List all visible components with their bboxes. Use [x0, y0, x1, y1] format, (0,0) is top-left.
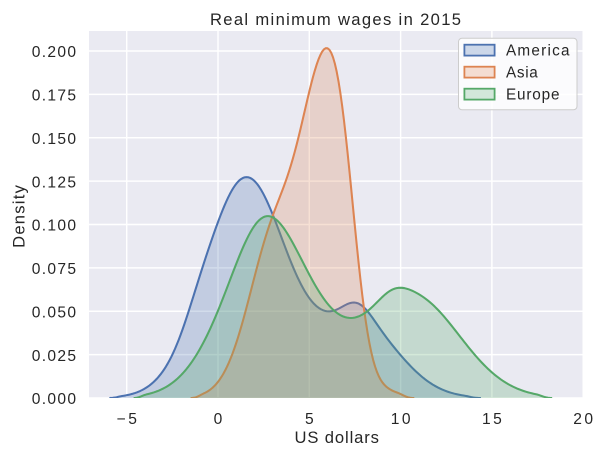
- svg-text:5: 5: [305, 411, 314, 428]
- svg-text:Europe: Europe: [506, 86, 560, 103]
- svg-text:0.075: 0.075: [32, 261, 77, 278]
- svg-text:0.150: 0.150: [32, 131, 77, 148]
- svg-text:0.200: 0.200: [32, 44, 77, 61]
- svg-text:America: America: [506, 42, 570, 59]
- svg-text:0.050: 0.050: [32, 304, 77, 321]
- svg-text:0.125: 0.125: [32, 174, 77, 191]
- svg-text:Asia: Asia: [506, 64, 538, 81]
- svg-text:0: 0: [214, 411, 223, 428]
- svg-text:US dollars: US dollars: [294, 428, 379, 447]
- svg-text:0.175: 0.175: [32, 88, 77, 105]
- svg-text:0.025: 0.025: [32, 348, 77, 365]
- svg-text:Density: Density: [10, 184, 29, 248]
- svg-text:0.100: 0.100: [32, 218, 77, 235]
- svg-text:Real minimum wages in 2015: Real minimum wages in 2015: [210, 10, 461, 29]
- svg-text:0.000: 0.000: [32, 391, 77, 408]
